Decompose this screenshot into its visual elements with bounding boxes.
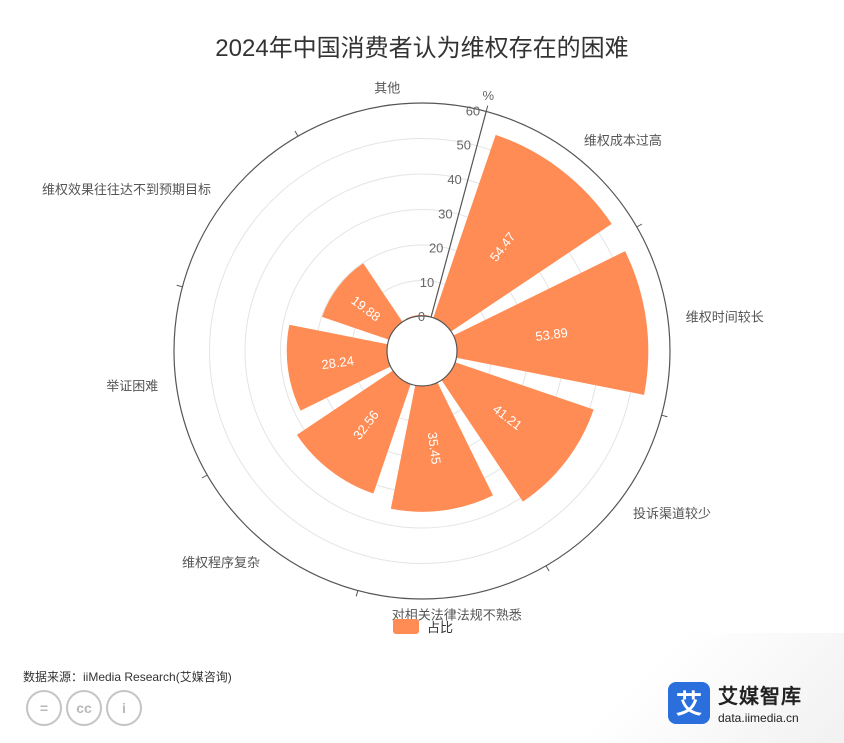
category-label: 维权时间较长 <box>686 309 764 324</box>
angle-tick <box>545 565 550 572</box>
radial-axis <box>430 111 487 318</box>
angle-tick <box>201 474 208 479</box>
legend-label: 占比 <box>427 620 454 635</box>
legend-swatch <box>393 619 419 634</box>
angle-tick <box>176 284 183 288</box>
brand-block: 艾 艾媒智库 data.iimedia.cn <box>668 680 802 725</box>
data-label: 35.45 <box>425 431 444 465</box>
data-label: 0.29 <box>404 273 422 300</box>
nd-license-icon: = <box>26 690 62 726</box>
radial-tick-label: 20 <box>429 241 443 256</box>
category-label: 维权成本过高 <box>584 133 662 148</box>
polar-bar <box>322 263 403 340</box>
chart-title: 2024年中国消费者认为维权存在的困难 <box>215 35 629 62</box>
polar-bar <box>441 362 594 502</box>
cc-license-icon: cc <box>66 690 102 726</box>
polar-bar <box>296 370 411 494</box>
data-label: 28.24 <box>321 353 355 372</box>
data-label: 53.89 <box>534 325 568 344</box>
watermark: = cc i <box>26 690 146 726</box>
legend[interactable]: 占比 <box>393 617 453 636</box>
radial-tick-label: 50 <box>457 138 471 153</box>
category-label: 对相关法律法规不熟悉 <box>392 608 522 623</box>
radial-tick-label: 40 <box>447 172 461 187</box>
radial-tick-label: 0 <box>418 309 425 324</box>
center-circle <box>386 315 458 387</box>
polar-bar <box>390 382 493 512</box>
category-label: 其他 <box>374 80 400 95</box>
radial-tick-label: 30 <box>438 206 452 221</box>
data-source: 数据来源：iiMedia Research(艾媒咨询) <box>23 670 232 684</box>
radial-unit-label: % <box>483 88 495 103</box>
radial-tick-label: 60 <box>466 103 480 118</box>
attribution-icon: i <box>106 690 142 726</box>
brand-name: 艾媒智库 <box>718 686 802 708</box>
radial-tick-label: 10 <box>420 275 434 290</box>
category-label: 维权程序复杂 <box>182 555 260 570</box>
angle-tick <box>661 414 668 418</box>
outer-ring <box>173 102 671 600</box>
polar-bar <box>433 134 612 332</box>
angle-tick <box>636 223 643 228</box>
brand-url: data.iimedia.cn <box>718 711 799 725</box>
category-label: 投诉渠道较少 <box>633 506 711 521</box>
angle-tick <box>294 130 299 137</box>
angle-tick <box>355 590 359 597</box>
polar-bar <box>286 324 391 411</box>
category-label: 举证困难 <box>106 379 158 394</box>
category-label: 维权效果往往达不到预期目标 <box>42 182 211 197</box>
polar-bar <box>453 251 649 395</box>
angle-tick <box>485 105 489 112</box>
iimedia-logo-icon: 艾 <box>668 681 710 724</box>
